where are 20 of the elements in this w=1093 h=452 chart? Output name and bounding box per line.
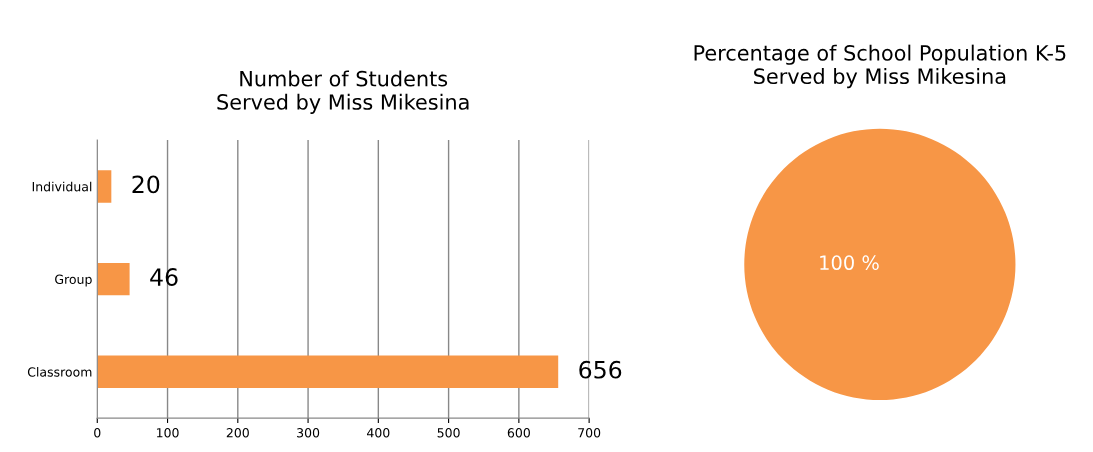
x-tick-label: 600	[507, 428, 530, 438]
data-label: 46	[150, 268, 178, 286]
x-tick-label: 0	[94, 428, 101, 438]
x-tick-label: 400	[367, 428, 390, 438]
x-tick-label: 200	[226, 428, 249, 438]
data-label: 20	[132, 175, 160, 194]
chart-title: Number of Students Served by Miss Mikesina	[217, 70, 469, 114]
bar	[97, 170, 112, 203]
bar	[97, 262, 130, 296]
data-label: 100 %	[820, 255, 879, 271]
y-tick-label: Classroom	[27, 367, 92, 377]
data-label: 656	[579, 360, 622, 379]
x-tick-label: 500	[437, 428, 460, 438]
y-tick-label: Individual	[32, 181, 92, 192]
x-tick-label: 300	[297, 428, 320, 438]
y-tick-label: Group	[55, 274, 92, 287]
chart-title: Percentage of School Population K-5 Served by Miss Mikesina	[694, 44, 1066, 89]
x-tick-label: 700	[578, 428, 601, 438]
x-tick-label: 100	[156, 428, 179, 438]
bar	[97, 355, 559, 388]
